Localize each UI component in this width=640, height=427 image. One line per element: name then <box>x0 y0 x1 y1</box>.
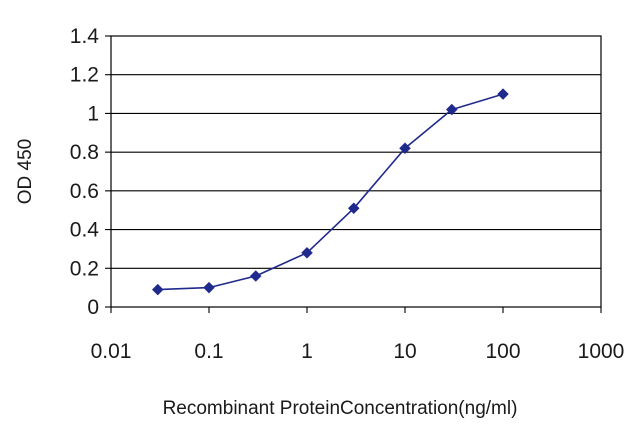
y-tick-label: 0.2 <box>70 257 99 280</box>
y-tick-label: 0.8 <box>70 141 99 164</box>
x-tick-label: 1000 <box>578 340 625 363</box>
x-tick-label: 0.01 <box>91 340 132 363</box>
x-axis-title: Recombinant ProteinConcentration(ng/ml) <box>163 398 518 419</box>
x-tick-label: 1 <box>301 340 313 363</box>
series-line <box>157 93 504 291</box>
x-tick-label: 100 <box>485 340 520 363</box>
series-layer <box>151 88 509 296</box>
data-point <box>151 283 164 296</box>
data-point <box>301 246 313 259</box>
y-tick-label: 1.4 <box>70 25 100 48</box>
data-point <box>399 142 411 155</box>
y-tick-label: 0.4 <box>70 219 100 242</box>
plot-area <box>111 36 601 307</box>
y-tick-label: 1.2 <box>70 64 99 87</box>
plot-frame <box>110 35 602 308</box>
data-point <box>203 281 215 294</box>
x-axis: 0.01 0.1 1 10 100 1000 <box>91 307 625 363</box>
data-point <box>249 270 262 282</box>
data-point <box>347 202 360 215</box>
y-axis: 0 0.2 0.4 0.6 0.8 1 1.2 1.4 <box>70 25 111 319</box>
data-point <box>445 103 458 116</box>
x-tick-label: 10 <box>393 340 416 363</box>
y-tick-label: 0 <box>87 296 99 319</box>
grid <box>111 74 601 269</box>
y-axis-title: OD 450 <box>15 139 36 204</box>
y-tick-label: 0.6 <box>70 180 99 203</box>
data-point <box>497 88 509 100</box>
x-tick-label: 0.1 <box>194 340 223 363</box>
y-tick-label: 1 <box>87 102 99 125</box>
